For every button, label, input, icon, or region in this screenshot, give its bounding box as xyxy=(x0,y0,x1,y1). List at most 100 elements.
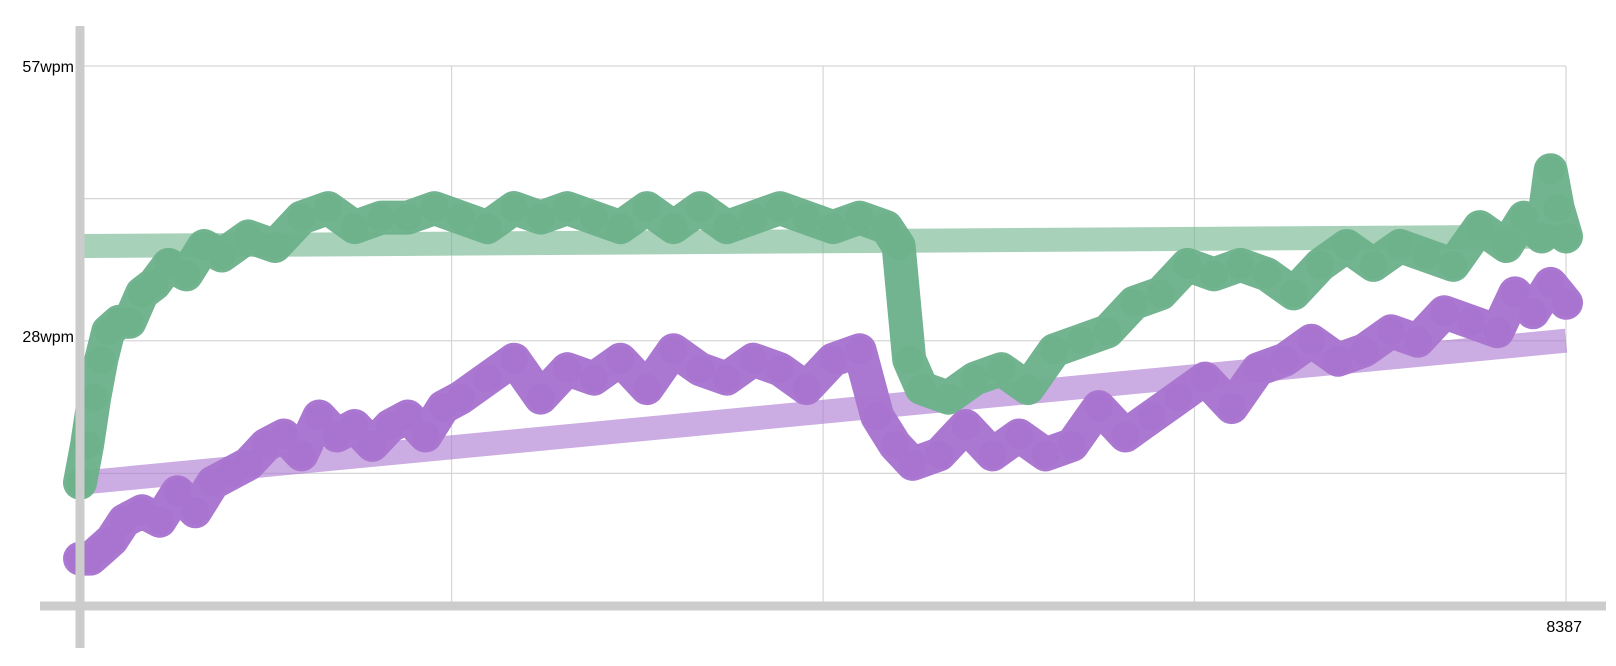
series-1-point-38 xyxy=(845,336,874,365)
series-1-point-14 xyxy=(287,440,316,469)
series-0-point-66 xyxy=(1543,194,1572,223)
series-0-point-35 xyxy=(819,213,847,242)
series-0-point-12 xyxy=(207,241,236,270)
series-1-point-31 xyxy=(659,336,688,365)
series-1-point-7 xyxy=(163,478,192,507)
series-0-point-31 xyxy=(712,213,741,242)
series-1-point-26 xyxy=(526,383,555,412)
series-0-point-57 xyxy=(1359,250,1388,279)
series-0-point-52 xyxy=(1226,250,1255,279)
series-0-point-19 xyxy=(393,203,422,232)
series-1-point-8 xyxy=(181,497,210,526)
series-1-point-59 xyxy=(1377,317,1406,346)
series-1-point-64 xyxy=(1501,279,1530,308)
series-1-point-60 xyxy=(1403,326,1432,355)
series-0-point-18 xyxy=(367,203,396,232)
series-0-point-16 xyxy=(314,194,343,223)
series-0-point-47 xyxy=(1093,317,1122,346)
series-0-point-23 xyxy=(500,194,529,223)
series-1-point-53 xyxy=(1217,393,1246,422)
series-0-point-6 xyxy=(115,307,144,336)
series-0-point-32 xyxy=(739,203,768,232)
series-1-point-61 xyxy=(1430,298,1459,327)
series-0-point-64 xyxy=(1527,222,1556,251)
series-0-point-3 xyxy=(87,345,116,374)
series-0-point-27 xyxy=(606,213,635,242)
series-0-point-62 xyxy=(1492,232,1521,260)
series-0-point-60 xyxy=(1439,250,1468,279)
series-1-point-56 xyxy=(1297,326,1326,355)
series-0-point-28 xyxy=(633,194,661,223)
series-0-point-30 xyxy=(686,194,715,223)
series-0-point-25 xyxy=(553,194,582,223)
series-1-point-58 xyxy=(1350,336,1379,365)
series-0-point-53 xyxy=(1253,260,1282,289)
series-1-point-13 xyxy=(269,421,298,450)
series-0-point-56 xyxy=(1332,232,1361,260)
series-1-point-42 xyxy=(925,440,954,469)
series-0-point-54 xyxy=(1279,279,1308,308)
series-1-point-51 xyxy=(1164,383,1193,412)
series-0-point-36 xyxy=(845,203,874,232)
series-0-point-61 xyxy=(1465,213,1494,242)
series-1-point-18 xyxy=(358,430,387,459)
series-0-point-13 xyxy=(234,222,263,251)
series-1-point-39 xyxy=(863,402,892,431)
series-0-point-51 xyxy=(1199,260,1228,289)
series-0-point-58 xyxy=(1386,232,1414,260)
series-1-point-43 xyxy=(951,412,980,440)
series xyxy=(63,153,1583,576)
x-tick-label-8387: 8387 xyxy=(1546,619,1582,636)
series-0-point-42 xyxy=(960,364,989,393)
series-1-point-49 xyxy=(1111,421,1140,450)
series-1-point-20 xyxy=(393,402,422,431)
series-1-point-66 xyxy=(1536,269,1565,298)
series-0-point-45 xyxy=(1040,336,1069,365)
series-0-point-22 xyxy=(473,213,502,242)
series-1-point-33 xyxy=(712,364,741,393)
series-1-point-55 xyxy=(1270,345,1299,374)
series-0-point-34 xyxy=(792,203,821,232)
series-1-point-48 xyxy=(1084,393,1113,422)
series-0-point-17 xyxy=(340,213,369,242)
series-1-point-11 xyxy=(234,449,263,478)
series-0-point-40 xyxy=(907,374,936,403)
series-1-point-57 xyxy=(1324,345,1352,374)
series-1-point-32 xyxy=(686,355,715,384)
series-1-point-63 xyxy=(1483,317,1512,346)
series-1-point-52 xyxy=(1191,364,1220,393)
series-0-point-50 xyxy=(1173,250,1202,279)
series-0-point-59 xyxy=(1412,241,1441,270)
series-1-point-65 xyxy=(1518,298,1547,327)
series-1-point-25 xyxy=(500,345,529,374)
series-0-point-26 xyxy=(579,203,608,232)
series-1-point-15 xyxy=(305,402,334,431)
grid xyxy=(80,65,1567,606)
series-0-point-63 xyxy=(1510,203,1538,232)
series-1 xyxy=(63,266,1583,576)
series-1-point-47 xyxy=(1058,430,1087,459)
series-0-point-41 xyxy=(934,383,963,412)
series-1-point-40 xyxy=(881,430,909,459)
series-0-point-55 xyxy=(1306,250,1335,279)
series-1-point-41 xyxy=(898,449,927,478)
series-1-point-44 xyxy=(978,440,1007,469)
series-0-point-24 xyxy=(526,203,555,232)
series-1-point-27 xyxy=(553,355,582,384)
series-1-point-30 xyxy=(633,374,661,403)
series-1-point-29 xyxy=(606,345,635,374)
series-0-point-46 xyxy=(1067,326,1096,355)
series-0-point-43 xyxy=(987,355,1016,384)
series-1-point-36 xyxy=(792,374,821,403)
series-0-point-38 xyxy=(884,232,913,260)
series-0-point-20 xyxy=(420,194,449,223)
series-1-point-45 xyxy=(1005,421,1033,450)
series-1-point-67 xyxy=(1552,288,1580,317)
series-0-point-2 xyxy=(80,383,109,412)
series-0 xyxy=(63,153,1583,500)
series-1-point-46 xyxy=(1031,440,1060,469)
series-1-point-28 xyxy=(579,364,608,393)
series-0-point-67 xyxy=(1552,222,1580,251)
series-0-point-21 xyxy=(446,203,475,232)
